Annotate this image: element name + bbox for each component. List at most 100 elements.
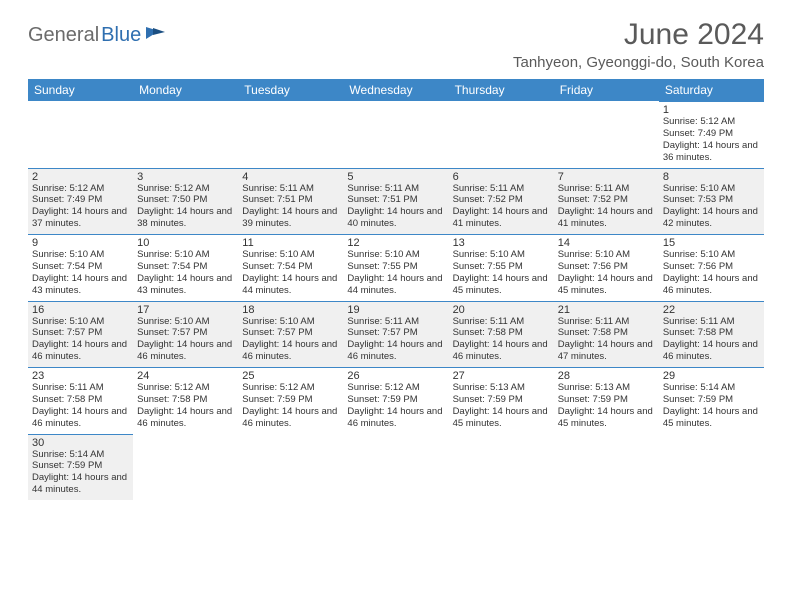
month-title: June 2024	[513, 18, 764, 52]
day-cell: 14Sunrise: 5:10 AMSunset: 7:56 PMDayligh…	[554, 234, 659, 301]
day-cell: 28Sunrise: 5:13 AMSunset: 7:59 PMDayligh…	[554, 367, 659, 434]
empty-cell	[449, 101, 554, 168]
day-cell: 10Sunrise: 5:10 AMSunset: 7:54 PMDayligh…	[133, 234, 238, 301]
day-cell: 6Sunrise: 5:11 AMSunset: 7:52 PMDaylight…	[449, 168, 554, 235]
empty-cell	[133, 101, 238, 168]
day-info: Sunrise: 5:11 AMSunset: 7:58 PMDaylight:…	[32, 382, 129, 430]
title-block: June 2024 Tanhyeon, Gyeonggi-do, South K…	[513, 18, 764, 71]
calendar: SundayMondayTuesdayWednesdayThursdayFrid…	[28, 79, 764, 500]
week-row: 9Sunrise: 5:10 AMSunset: 7:54 PMDaylight…	[28, 234, 764, 301]
day-info: Sunrise: 5:14 AMSunset: 7:59 PMDaylight:…	[663, 382, 760, 430]
day-info: Sunrise: 5:10 AMSunset: 7:57 PMDaylight:…	[32, 316, 129, 364]
location: Tanhyeon, Gyeonggi-do, South Korea	[513, 54, 764, 71]
dow-header: Sunday	[28, 79, 133, 101]
day-number: 13	[453, 237, 550, 249]
day-info: Sunrise: 5:11 AMSunset: 7:58 PMDaylight:…	[453, 316, 550, 364]
day-cell: 23Sunrise: 5:11 AMSunset: 7:58 PMDayligh…	[28, 367, 133, 434]
day-info: Sunrise: 5:10 AMSunset: 7:54 PMDaylight:…	[242, 249, 339, 297]
dow-header: Wednesday	[343, 79, 448, 101]
week-row: 16Sunrise: 5:10 AMSunset: 7:57 PMDayligh…	[28, 301, 764, 368]
day-info: Sunrise: 5:10 AMSunset: 7:55 PMDaylight:…	[453, 249, 550, 297]
empty-cell	[28, 101, 133, 168]
day-cell: 15Sunrise: 5:10 AMSunset: 7:56 PMDayligh…	[659, 234, 764, 301]
header: General Blue June 2024 Tanhyeon, Gyeongg…	[28, 18, 764, 71]
dow-header: Thursday	[449, 79, 554, 101]
day-info: Sunrise: 5:11 AMSunset: 7:57 PMDaylight:…	[347, 316, 444, 364]
day-number: 25	[242, 370, 339, 382]
day-cell: 11Sunrise: 5:10 AMSunset: 7:54 PMDayligh…	[238, 234, 343, 301]
empty-cell	[449, 434, 554, 501]
day-number: 3	[137, 171, 234, 183]
day-number: 21	[558, 304, 655, 316]
empty-cell	[554, 434, 659, 501]
dow-row: SundayMondayTuesdayWednesdayThursdayFrid…	[28, 79, 764, 101]
day-info: Sunrise: 5:13 AMSunset: 7:59 PMDaylight:…	[558, 382, 655, 430]
day-cell: 17Sunrise: 5:10 AMSunset: 7:57 PMDayligh…	[133, 301, 238, 368]
day-number: 29	[663, 370, 760, 382]
day-info: Sunrise: 5:10 AMSunset: 7:57 PMDaylight:…	[242, 316, 339, 364]
day-cell: 4Sunrise: 5:11 AMSunset: 7:51 PMDaylight…	[238, 168, 343, 235]
week-row: 1Sunrise: 5:12 AMSunset: 7:49 PMDaylight…	[28, 101, 764, 168]
logo-text-blue: Blue	[101, 24, 141, 47]
day-cell: 26Sunrise: 5:12 AMSunset: 7:59 PMDayligh…	[343, 367, 448, 434]
day-cell: 25Sunrise: 5:12 AMSunset: 7:59 PMDayligh…	[238, 367, 343, 434]
day-cell: 7Sunrise: 5:11 AMSunset: 7:52 PMDaylight…	[554, 168, 659, 235]
day-cell: 18Sunrise: 5:10 AMSunset: 7:57 PMDayligh…	[238, 301, 343, 368]
dow-header: Monday	[133, 79, 238, 101]
day-info: Sunrise: 5:10 AMSunset: 7:54 PMDaylight:…	[32, 249, 129, 297]
day-number: 9	[32, 237, 129, 249]
day-number: 1	[663, 104, 760, 116]
day-number: 28	[558, 370, 655, 382]
day-info: Sunrise: 5:10 AMSunset: 7:53 PMDaylight:…	[663, 183, 760, 231]
day-number: 7	[558, 171, 655, 183]
day-info: Sunrise: 5:11 AMSunset: 7:58 PMDaylight:…	[558, 316, 655, 364]
day-number: 24	[137, 370, 234, 382]
day-cell: 30Sunrise: 5:14 AMSunset: 7:59 PMDayligh…	[28, 434, 133, 501]
day-number: 4	[242, 171, 339, 183]
week-row: 2Sunrise: 5:12 AMSunset: 7:49 PMDaylight…	[28, 168, 764, 235]
day-cell: 27Sunrise: 5:13 AMSunset: 7:59 PMDayligh…	[449, 367, 554, 434]
day-number: 8	[663, 171, 760, 183]
day-number: 18	[242, 304, 339, 316]
day-cell: 22Sunrise: 5:11 AMSunset: 7:58 PMDayligh…	[659, 301, 764, 368]
day-info: Sunrise: 5:11 AMSunset: 7:52 PMDaylight:…	[558, 183, 655, 231]
day-info: Sunrise: 5:10 AMSunset: 7:57 PMDaylight:…	[137, 316, 234, 364]
day-cell: 8Sunrise: 5:10 AMSunset: 7:53 PMDaylight…	[659, 168, 764, 235]
day-number: 15	[663, 237, 760, 249]
day-info: Sunrise: 5:11 AMSunset: 7:58 PMDaylight:…	[663, 316, 760, 364]
logo-text-general: General	[28, 24, 99, 47]
empty-cell	[133, 434, 238, 501]
dow-header: Tuesday	[238, 79, 343, 101]
empty-cell	[659, 434, 764, 501]
day-cell: 2Sunrise: 5:12 AMSunset: 7:49 PMDaylight…	[28, 168, 133, 235]
day-number: 16	[32, 304, 129, 316]
day-cell: 19Sunrise: 5:11 AMSunset: 7:57 PMDayligh…	[343, 301, 448, 368]
day-info: Sunrise: 5:10 AMSunset: 7:56 PMDaylight:…	[558, 249, 655, 297]
flag-icon	[145, 25, 167, 46]
day-cell: 5Sunrise: 5:11 AMSunset: 7:51 PMDaylight…	[343, 168, 448, 235]
day-number: 12	[347, 237, 444, 249]
week-row: 23Sunrise: 5:11 AMSunset: 7:58 PMDayligh…	[28, 367, 764, 434]
day-info: Sunrise: 5:10 AMSunset: 7:56 PMDaylight:…	[663, 249, 760, 297]
day-number: 20	[453, 304, 550, 316]
day-info: Sunrise: 5:13 AMSunset: 7:59 PMDaylight:…	[453, 382, 550, 430]
day-number: 17	[137, 304, 234, 316]
empty-cell	[238, 434, 343, 501]
weeks-container: 1 Sunrise: 5:12 AMSunset: 7:49 PMDaylight…	[28, 101, 764, 500]
day-number: 19	[347, 304, 444, 316]
day-number: 22	[663, 304, 760, 316]
empty-cell	[554, 101, 659, 168]
day-info: Sunrise: 5:11 AMSunset: 7:51 PMDaylight:…	[242, 183, 339, 231]
week-row: 30Sunrise: 5:14 AMSunset: 7:59 PMDayligh…	[28, 434, 764, 501]
day-cell: 20Sunrise: 5:11 AMSunset: 7:58 PMDayligh…	[449, 301, 554, 368]
day-info: Sunrise: 5:12 AMSunset: 7:59 PMDaylight:…	[347, 382, 444, 430]
day-cell: 12Sunrise: 5:10 AMSunset: 7:55 PMDayligh…	[343, 234, 448, 301]
day-cell: 9Sunrise: 5:10 AMSunset: 7:54 PMDaylight…	[28, 234, 133, 301]
day-number: 23	[32, 370, 129, 382]
day-info: Sunrise: 5:14 AMSunset: 7:59 PMDaylight:…	[32, 449, 129, 497]
empty-cell	[343, 434, 448, 501]
day-cell: 3Sunrise: 5:12 AMSunset: 7:50 PMDaylight…	[133, 168, 238, 235]
dow-header: Friday	[554, 79, 659, 101]
day-info: Sunrise: 5:12 AMSunset: 7:59 PMDaylight:…	[242, 382, 339, 430]
day-info: Sunrise: 5:12 AMSunset: 7:49 PMDaylight:…	[32, 183, 129, 231]
